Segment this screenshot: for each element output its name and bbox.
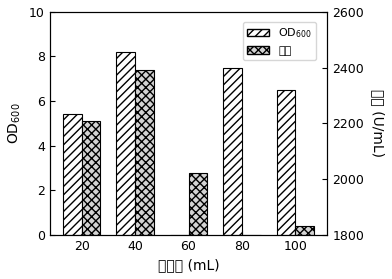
Bar	[277, 90, 296, 235]
Bar	[223, 68, 242, 235]
Bar	[63, 114, 82, 235]
Y-axis label: OD$_{600}$: OD$_{600}$	[7, 102, 24, 144]
Bar	[116, 52, 135, 235]
Bar	[135, 70, 154, 235]
Bar	[82, 121, 100, 235]
Y-axis label: 酶活 (U/mL): 酶活 (U/mL)	[371, 89, 385, 157]
Bar	[296, 226, 314, 235]
X-axis label: 装液量 (mL): 装液量 (mL)	[158, 258, 220, 272]
Legend: OD$_{600}$, 酶活: OD$_{600}$, 酶活	[243, 22, 316, 60]
Bar	[189, 173, 207, 235]
